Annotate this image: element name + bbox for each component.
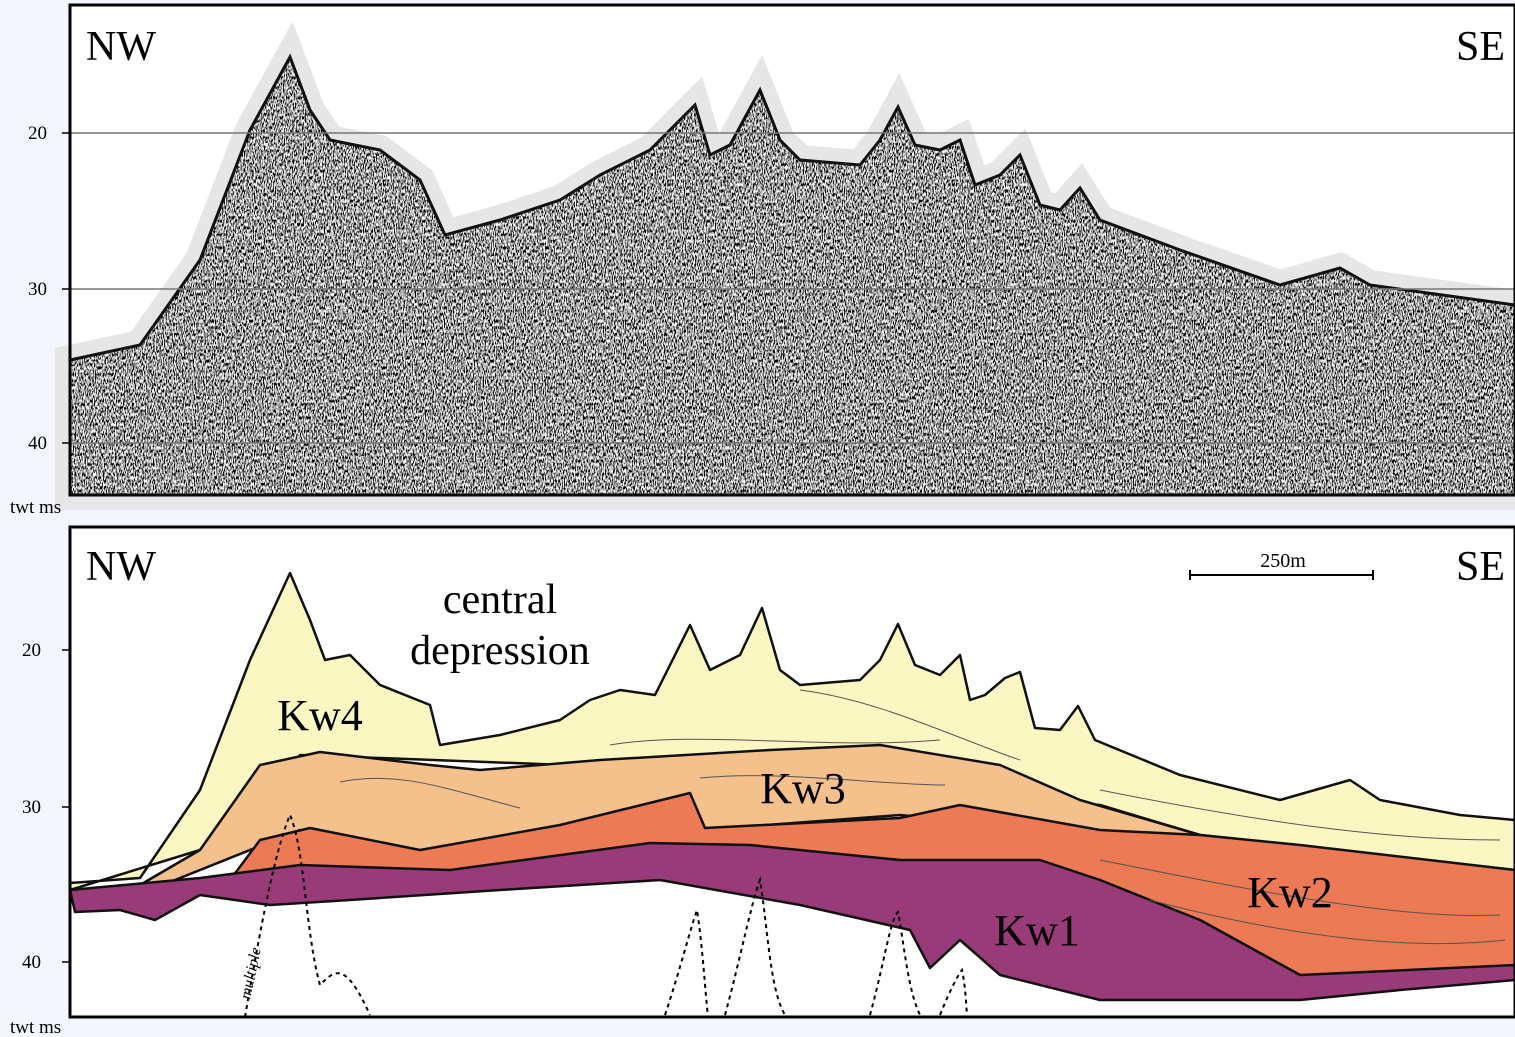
scale-bar-label: 250m bbox=[1260, 550, 1306, 572]
multiple-trace bbox=[939, 967, 968, 1016]
annotation: central bbox=[443, 577, 557, 623]
unit-label: Kw3 bbox=[760, 764, 846, 813]
y-tick-label: 40 bbox=[22, 952, 41, 973]
y-tick-label: 40 bbox=[28, 433, 47, 454]
panel-frame bbox=[68, 3, 1515, 497]
reflector bbox=[799, 689, 1021, 761]
y-tick-label: 30 bbox=[22, 797, 41, 818]
kw1-layer bbox=[68, 841, 1515, 1002]
reflector bbox=[1099, 859, 1501, 917]
unit-label: Kw4 bbox=[277, 691, 363, 740]
multiples bbox=[244, 812, 968, 1018]
multiple-trace bbox=[869, 909, 921, 1016]
multiple-trace bbox=[724, 876, 786, 1016]
reflector bbox=[1149, 899, 1506, 945]
reflector bbox=[1099, 789, 1501, 841]
multiple-trace bbox=[244, 812, 371, 1018]
panel-frame bbox=[68, 525, 1515, 1019]
reflector bbox=[699, 775, 946, 786]
reflector bbox=[339, 777, 521, 809]
time-lines bbox=[70, 132, 1515, 444]
reflector bbox=[609, 738, 941, 746]
unit-label: Kw1 bbox=[994, 906, 1080, 955]
y-tick-label: 20 bbox=[28, 123, 47, 144]
y-tick-label: 30 bbox=[28, 279, 47, 300]
kw4-layer bbox=[68, 571, 1515, 892]
ticks bbox=[62, 132, 70, 444]
se-label: SE bbox=[1456, 544, 1505, 590]
units-layers bbox=[68, 571, 1515, 1002]
annotation: depression bbox=[410, 628, 590, 674]
internal-reflectors bbox=[339, 689, 1506, 945]
unit-label: Kw2 bbox=[1247, 868, 1333, 917]
nw-label: NW bbox=[86, 544, 156, 590]
ticks bbox=[62, 649, 70, 963]
seafloor-reflector bbox=[69, 53, 1515, 362]
axis-label: twt ms bbox=[10, 497, 61, 518]
se-label: SE bbox=[1456, 24, 1505, 70]
axis-label: twt ms bbox=[10, 1017, 61, 1037]
y-tick-label: 20 bbox=[22, 640, 41, 661]
nw-label: NW bbox=[86, 24, 156, 70]
multiple-trace bbox=[664, 909, 709, 1018]
